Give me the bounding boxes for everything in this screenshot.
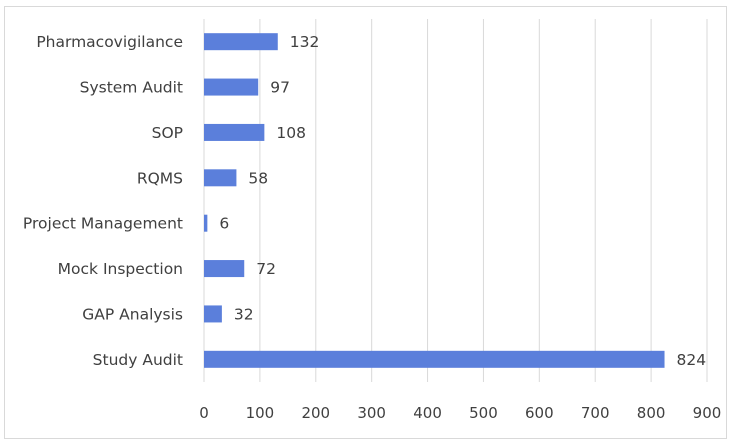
- bar: [204, 169, 237, 187]
- bar: [204, 123, 265, 141]
- x-tick-label: 400: [413, 404, 442, 422]
- bar: [204, 214, 208, 232]
- value-label: 108: [276, 124, 306, 142]
- value-label: 97: [270, 79, 290, 97]
- bar: [204, 260, 245, 278]
- x-tick-label: 700: [581, 404, 610, 422]
- value-label: 72: [256, 260, 276, 278]
- category-label: Project Management: [23, 215, 183, 233]
- category-label: Study Audit: [93, 351, 183, 369]
- x-tick-label: 300: [357, 404, 386, 422]
- category-label: System Audit: [80, 79, 183, 97]
- value-label: 58: [248, 169, 268, 187]
- x-tick-label: 100: [246, 404, 275, 422]
- x-tick-label: 900: [693, 404, 722, 422]
- category-label: Mock Inspection: [58, 260, 183, 278]
- bar: [204, 350, 665, 368]
- category-label: SOP: [152, 124, 183, 142]
- value-label: 132: [290, 33, 320, 51]
- x-tick-label: 200: [301, 404, 330, 422]
- label-layer: 0 100 200 300 400 500 600 700 800 900 Pharmacovigi…: [23, 33, 721, 422]
- value-label: 32: [234, 305, 254, 323]
- category-label: GAP Analysis: [82, 305, 183, 323]
- value-label: 824: [677, 351, 707, 369]
- x-tick-label: 0: [199, 404, 209, 422]
- x-tick-label: 600: [525, 404, 554, 422]
- x-tick-label: 500: [469, 404, 498, 422]
- bar-layer: [204, 33, 665, 368]
- value-label: 6: [219, 215, 229, 233]
- bar: [204, 305, 222, 323]
- category-label: RQMS: [137, 169, 183, 187]
- x-tick-label: 800: [637, 404, 666, 422]
- bar: [204, 78, 259, 96]
- bar: [204, 33, 278, 51]
- grid-layer: [203, 19, 708, 382]
- category-label: Pharmacovigilance: [36, 33, 183, 51]
